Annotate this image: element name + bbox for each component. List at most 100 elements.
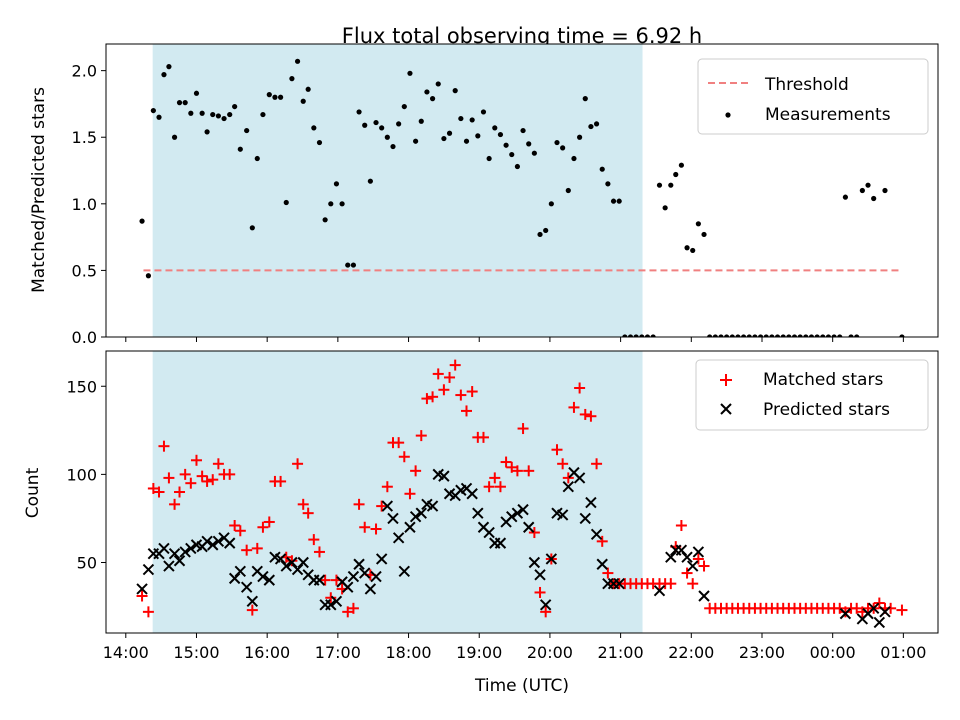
measurement-point <box>610 198 617 204</box>
predicted-star-marker <box>257 570 269 583</box>
measurement-point <box>599 166 605 172</box>
matched-legend-marker <box>720 374 732 386</box>
matched-star-marker <box>477 431 489 443</box>
predicted-star-marker <box>585 496 597 509</box>
measurement-point <box>379 125 385 131</box>
matched-star-marker <box>342 606 354 618</box>
measurements-legend-label: Measurements <box>765 105 891 125</box>
ratio-y-tick-label: 1.0 <box>72 195 97 214</box>
matched-star-marker <box>398 451 410 463</box>
count-axes-ticks: 14:00 15:00 16:00 17:00 18:00 19:00 20:00 21:00… <box>66 377 926 662</box>
predicted-star-marker <box>556 509 569 521</box>
matched-star-marker <box>319 574 331 586</box>
measurement-point <box>514 163 521 170</box>
measurement-point <box>718 334 724 337</box>
predicted-star-marker <box>313 574 326 586</box>
measurement-point <box>328 201 334 207</box>
predicted-star-marker <box>179 546 191 558</box>
measurement-point <box>316 139 323 146</box>
measurement-point <box>333 181 340 187</box>
measurement-point <box>565 187 571 194</box>
measurement-point <box>249 225 255 231</box>
measurement-point <box>757 334 764 337</box>
predicted-star-marker <box>263 574 275 586</box>
ratio-ylabel: Matched/Predicted stars <box>29 87 49 293</box>
measurement-point <box>684 245 690 251</box>
measurement-point <box>221 115 227 122</box>
measurement-point <box>616 198 622 204</box>
measurement-point <box>356 109 362 115</box>
measurement-point <box>724 334 730 337</box>
matched-star-marker <box>410 465 422 477</box>
predicted-star-marker <box>246 595 259 607</box>
measurement-point <box>254 155 260 162</box>
predicted-star-marker <box>370 570 382 583</box>
matched-star-marker <box>415 430 427 442</box>
matched-star-marker <box>196 470 208 482</box>
matched-star-marker <box>528 527 540 539</box>
matched-star-marker <box>257 521 269 533</box>
measurement-point <box>407 70 413 76</box>
measurement-point <box>237 146 243 152</box>
matched-star-marker <box>158 440 170 452</box>
measurement-point <box>786 334 792 337</box>
measurement-point <box>662 205 668 211</box>
matched-star-marker <box>596 535 608 547</box>
matched-star-marker <box>438 384 450 396</box>
measurement-point <box>204 129 210 135</box>
measurement-point <box>401 103 407 110</box>
matched-star-marker <box>885 602 897 614</box>
ratio-y-tick-label: 0.0 <box>72 328 97 347</box>
measurement-point <box>210 111 216 118</box>
measurement-point <box>458 115 464 122</box>
matched-star-marker <box>449 359 461 371</box>
predicted-star-marker <box>201 535 213 548</box>
measurement-point <box>503 142 509 148</box>
measurement-point <box>339 201 345 207</box>
measurement-point <box>797 334 803 337</box>
measurement-point <box>266 92 272 98</box>
matched-star-marker <box>494 481 506 493</box>
measurement-point <box>176 100 183 106</box>
ratio-panel: 0.00.51.01.52.0 Matched/Predicted stars … <box>29 43 939 347</box>
measurement-point <box>622 334 628 337</box>
predicted-star-marker <box>472 507 484 519</box>
matched-star-marker <box>427 391 439 403</box>
measurement-point <box>678 162 685 168</box>
matched-star-marker <box>444 371 456 383</box>
measurement-point <box>283 199 289 206</box>
predicted-star-marker <box>353 558 365 570</box>
predicted-star-marker <box>438 470 450 482</box>
matched-star-marker <box>313 546 325 558</box>
predicted-star-marker <box>562 481 575 493</box>
count-points <box>136 359 908 629</box>
measurement-point <box>644 334 651 337</box>
measurement-point <box>690 247 696 254</box>
x-tick-label: 22:00 <box>668 643 714 662</box>
ratio-shaded-span <box>152 44 643 337</box>
matched-star-marker <box>201 475 213 487</box>
matched-star-marker <box>246 604 258 616</box>
count-y-tick-label: 50 <box>77 554 97 573</box>
count-ylabel: Count <box>23 467 43 518</box>
measurement-point <box>161 72 167 78</box>
measurement-point <box>362 122 368 128</box>
measurement-point <box>429 96 436 102</box>
predicted-star-marker <box>185 542 197 555</box>
matched-star-marker <box>455 389 467 401</box>
measurement-point <box>188 110 194 116</box>
measurement-point <box>227 111 233 118</box>
measurement-point <box>548 201 554 207</box>
measurement-point <box>396 121 402 127</box>
matched-star-marker <box>687 578 699 590</box>
matched-star-marker <box>393 437 405 449</box>
ratio-legend-box <box>697 58 929 135</box>
measurement-point <box>695 221 701 227</box>
matched-star-marker <box>517 423 529 435</box>
matched-star-marker <box>308 534 320 546</box>
predicted-star-marker <box>596 558 608 570</box>
predicted-star-marker <box>375 553 388 565</box>
predicted-star-marker <box>545 553 558 565</box>
measurement-point <box>780 334 786 337</box>
predicted-star-marker <box>511 507 524 519</box>
